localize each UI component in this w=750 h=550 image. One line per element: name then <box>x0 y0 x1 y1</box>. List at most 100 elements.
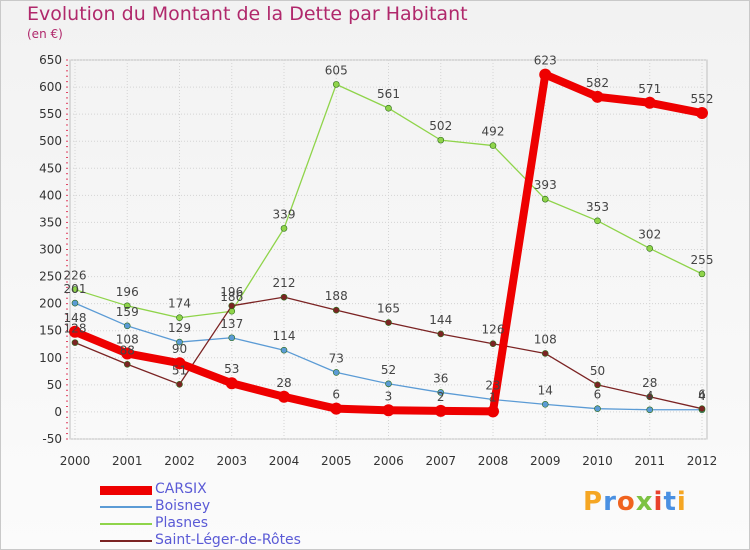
data-label: 571 <box>638 82 661 96</box>
legend-item-boisney: Boisney <box>100 498 360 514</box>
logo-letter: i <box>653 487 664 517</box>
data-label: 196 <box>116 285 139 299</box>
data-point <box>225 377 238 390</box>
y-tick-label: 200 <box>39 297 62 311</box>
chart-title: Evolution du Montant de la Dette par Hab… <box>27 3 468 25</box>
data-point <box>123 302 131 310</box>
data-label: 6 <box>332 388 340 402</box>
data-label: 53 <box>224 362 239 376</box>
data-label: 6 <box>698 388 706 402</box>
x-tick-label: 2011 <box>634 454 665 468</box>
data-label: 90 <box>172 342 187 356</box>
data-point <box>280 225 288 232</box>
data-point <box>487 405 499 418</box>
data-point <box>437 136 445 144</box>
data-point <box>591 90 604 103</box>
x-tick-label: 2008 <box>478 454 509 468</box>
data-point <box>228 302 236 310</box>
data-label: 50 <box>590 364 605 378</box>
y-tick-label: 50 <box>47 378 62 392</box>
data-label: 188 <box>325 289 348 303</box>
data-point <box>121 347 134 360</box>
data-label: 201 <box>64 282 87 296</box>
data-point <box>489 340 497 348</box>
data-label: 196 <box>220 285 243 299</box>
data-label: 159 <box>116 305 139 319</box>
data-point <box>278 390 290 403</box>
data-point <box>332 369 340 376</box>
data-point <box>698 270 706 278</box>
data-point <box>280 346 288 354</box>
data-point <box>646 406 654 414</box>
data-label: 28 <box>276 376 291 390</box>
x-tick-label: 2007 <box>425 454 456 468</box>
data-point <box>541 350 549 357</box>
data-label: 6 <box>594 388 602 402</box>
data-point <box>332 306 340 314</box>
data-point <box>385 319 392 326</box>
data-point <box>176 314 183 322</box>
data-label: 108 <box>116 332 139 346</box>
data-label: 126 <box>482 323 505 337</box>
logo-letter: x <box>635 487 654 517</box>
y-tick-label: 600 <box>39 80 62 94</box>
legend-item-saint-leger: Saint-Léger-de-Rôtes <box>100 532 360 548</box>
data-point <box>539 68 552 81</box>
data-point <box>437 330 445 338</box>
legend-swatch-saint-leger <box>100 540 152 542</box>
y-tick-label: 450 <box>39 161 62 175</box>
data-label: 623 <box>534 54 557 68</box>
legend-swatch-plasnes <box>100 523 152 525</box>
data-label: 137 <box>220 317 243 331</box>
data-label: 582 <box>586 76 609 90</box>
data-label: 52 <box>381 363 396 377</box>
data-label: 73 <box>329 351 344 365</box>
y-tick-label: 150 <box>39 324 62 338</box>
x-tick-label: 2005 <box>321 454 352 468</box>
data-label: 144 <box>429 313 452 327</box>
data-point <box>541 401 549 408</box>
x-tick-label: 2012 <box>687 454 718 468</box>
data-point <box>382 404 395 417</box>
data-label: 129 <box>168 321 191 335</box>
x-tick-label: 2009 <box>530 454 561 468</box>
data-label: 174 <box>168 297 191 311</box>
data-label: 339 <box>273 207 296 221</box>
data-label: 28 <box>642 376 657 390</box>
data-label: 3 <box>385 389 393 403</box>
y-tick-label: -50 <box>42 432 62 446</box>
data-label: 212 <box>273 276 296 290</box>
data-label: 128 <box>64 322 87 336</box>
x-tick-label: 2002 <box>164 454 195 468</box>
data-point <box>332 81 340 88</box>
data-label: 14 <box>538 383 553 397</box>
data-point <box>385 104 392 112</box>
logo-letter: t <box>663 487 677 517</box>
data-point <box>594 381 601 389</box>
x-tick-label: 2010 <box>582 454 613 468</box>
logo-letter: r <box>603 487 617 517</box>
y-tick-label: 550 <box>39 107 62 121</box>
data-label: 302 <box>638 227 661 241</box>
data-point <box>696 107 708 120</box>
x-tick-label: 2004 <box>269 454 300 468</box>
data-label: 2 <box>437 390 445 404</box>
data-label: 353 <box>586 200 609 214</box>
data-label: 186 <box>220 290 243 304</box>
y-tick-label: 400 <box>39 188 62 202</box>
data-label: 1 <box>489 390 497 404</box>
data-label: 114 <box>273 329 296 343</box>
x-tick-label: 2001 <box>112 454 143 468</box>
legend-item-plasnes: Plasnes <box>100 515 360 531</box>
legend-item-carsix: CARSIX <box>100 481 360 497</box>
data-point <box>173 357 186 370</box>
y-tick-label: 100 <box>39 351 62 365</box>
data-point <box>280 293 288 301</box>
data-point <box>489 142 497 149</box>
y-tick-label: 300 <box>39 243 62 257</box>
data-label: 561 <box>377 87 400 101</box>
data-label: 108 <box>534 332 557 346</box>
y-tick-label: 350 <box>39 215 62 229</box>
data-label: 23 <box>485 378 500 392</box>
y-tick-label: 650 <box>39 53 62 67</box>
